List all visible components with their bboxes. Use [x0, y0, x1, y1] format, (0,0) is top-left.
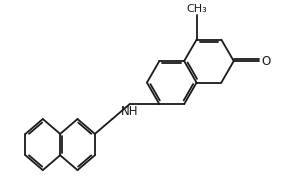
Text: CH₃: CH₃	[186, 4, 207, 14]
Text: O: O	[262, 55, 271, 68]
Text: NH: NH	[121, 105, 138, 118]
